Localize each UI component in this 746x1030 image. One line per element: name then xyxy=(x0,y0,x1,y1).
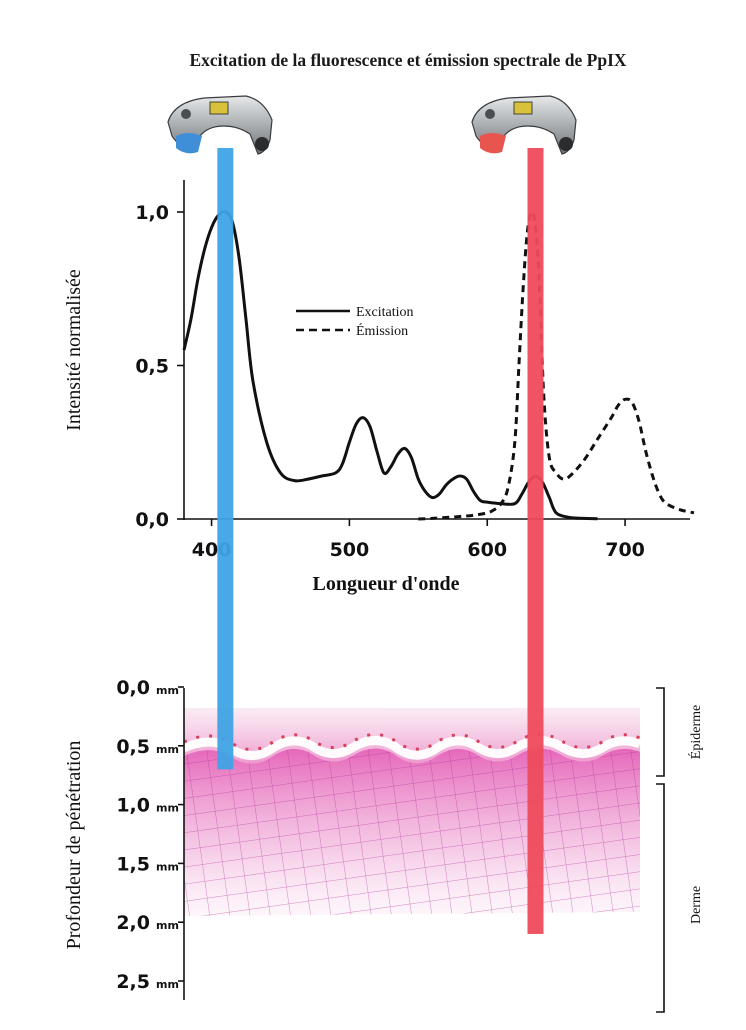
dermis-label: Derme xyxy=(689,886,704,924)
depth-tick-unit: mm xyxy=(156,684,179,697)
legend: Excitation Émission xyxy=(296,305,414,339)
depth-tick-label: 2,5 xyxy=(116,971,150,993)
depth-axis-label: Profondeur de pénétration xyxy=(63,741,85,950)
figure-title: Excitation de la fluorescence et émissio… xyxy=(189,50,626,70)
legend-label-excitation: Excitation xyxy=(356,305,414,320)
basal-cells xyxy=(183,733,641,751)
x-tick-label: 700 xyxy=(605,539,645,561)
excitation-line xyxy=(182,210,598,521)
dermis-bracket xyxy=(656,783,665,1013)
layer-brackets: Épiderme Derme xyxy=(656,687,704,1013)
x-axis-label: Longueur d'onde xyxy=(313,573,460,595)
skin-diagram xyxy=(182,708,642,916)
legend-label-emission: Émission xyxy=(356,322,408,339)
y-axis-label: Intensité normalisée xyxy=(63,269,85,431)
basal-membrane xyxy=(182,736,642,760)
emission-line xyxy=(418,210,695,521)
depth-tick-label: 1,5 xyxy=(116,853,150,875)
depth-tick-unit: mm xyxy=(156,978,179,991)
y-tick-label: 0,0 xyxy=(135,509,169,531)
dermis-fibers xyxy=(184,748,640,916)
epidermis-layer xyxy=(184,708,640,764)
red-lamp-icon xyxy=(471,95,577,155)
red-light-beam xyxy=(527,148,544,934)
x-tick-label: 600 xyxy=(467,539,507,561)
epidermis-bracket xyxy=(656,687,665,777)
depth-tick-unit: mm xyxy=(156,860,179,873)
depth-tick-label: 1,0 xyxy=(116,795,150,817)
blue-light-beam xyxy=(217,148,234,770)
x-ticks: 400 500 600 700 xyxy=(192,519,645,561)
y-tick-label: 0,5 xyxy=(135,356,169,378)
epidermis-label: Épiderme xyxy=(687,705,704,759)
y-tick-label: 1,0 xyxy=(135,202,169,224)
depth-tick-unit: mm xyxy=(156,919,179,932)
depth-tick-label: 0,5 xyxy=(116,736,150,758)
blue-lamp-icon xyxy=(167,95,273,155)
light-beams xyxy=(217,148,544,934)
depth-tick-label: 0,0 xyxy=(116,677,150,699)
x-tick-label: 500 xyxy=(330,539,370,561)
depth-tick-unit: mm xyxy=(156,802,179,815)
depth-tick-unit: mm xyxy=(156,743,179,756)
depth-tick-label: 2,0 xyxy=(116,912,150,934)
series-lines xyxy=(182,210,695,521)
y-ticks: 0,0 0,5 1,0 xyxy=(135,202,184,531)
depth-ticks: 0,0 mm 0,5 mm 1,0 mm 1,5 mm 2,0 mm 2,5 mm xyxy=(116,677,184,993)
